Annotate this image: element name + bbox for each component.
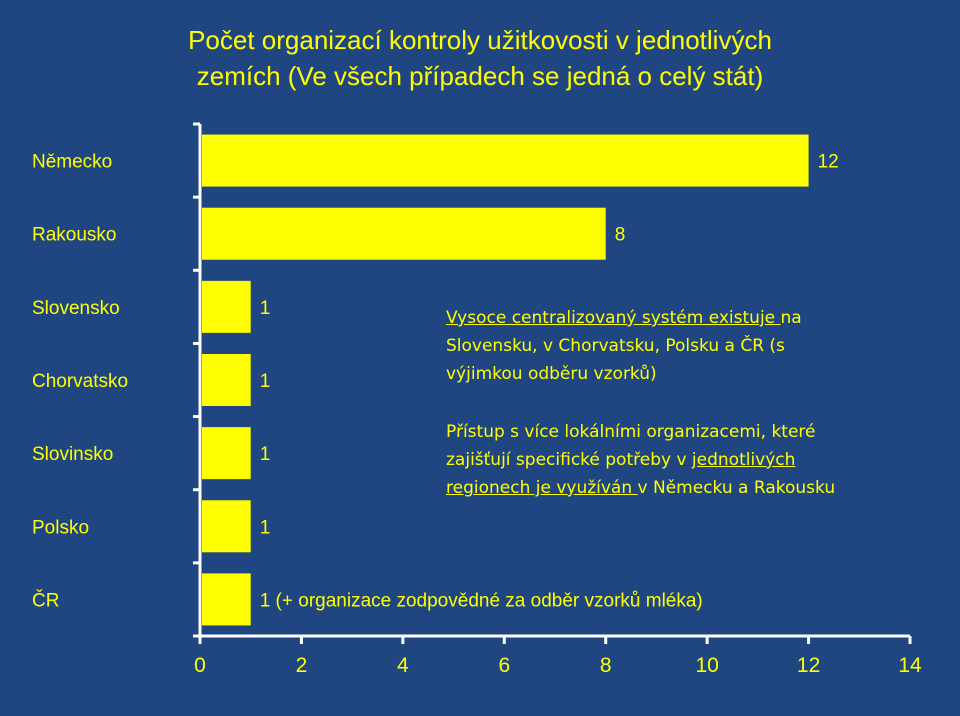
- category-label: Rakousko: [32, 225, 117, 246]
- x-tick-label: 2: [296, 654, 308, 677]
- x-tick-label: 10: [695, 654, 718, 677]
- data-label: 1: [260, 298, 271, 319]
- bar: [202, 427, 251, 480]
- chart-title-line-1: Počet organizací kontroly užitkovosti v …: [188, 25, 772, 55]
- bar: [202, 134, 809, 187]
- bar: [202, 354, 251, 406]
- x-tick-label: 4: [397, 654, 409, 677]
- data-label: 1: [260, 444, 271, 465]
- annotation-centralized: Vysoce centralizovaný systém existuje na…: [446, 304, 866, 388]
- data-label: 1: [260, 517, 271, 538]
- chart-title: Počet organizací kontroly užitkovosti v …: [120, 22, 840, 94]
- annotation-local-rest: v Německu a Rakousku: [637, 478, 836, 498]
- category-label: Slovinsko: [32, 444, 113, 465]
- x-tick-label: 6: [498, 654, 510, 677]
- annotation-local: Přístup s více lokálními organizacemi, k…: [446, 418, 866, 502]
- bar: [202, 280, 251, 333]
- annotation-centralized-rest: na Slovensku, v Chorvatsku, Polsku a ČR …: [446, 308, 802, 384]
- data-label: 12: [818, 152, 839, 173]
- annotation-local-plain: Přístup s více lokálními organizacemi, k…: [446, 422, 816, 470]
- category-label: Polsko: [32, 517, 89, 538]
- bar: [202, 573, 251, 626]
- data-label: 8: [615, 225, 626, 246]
- category-label: Chorvatsko: [32, 371, 128, 392]
- category-label: Slovensko: [32, 298, 120, 319]
- x-tick-label: 14: [898, 654, 922, 677]
- data-label: 1 (+ organizace zodpovědné za odběr vzor…: [260, 590, 703, 611]
- x-tick-label: 8: [600, 654, 612, 677]
- category-label: Německo: [32, 152, 112, 173]
- chart-title-line-2: zemích (Ve všech případech se jedná o ce…: [196, 61, 764, 91]
- bar: [202, 500, 251, 553]
- x-tick-label: 0: [194, 654, 206, 677]
- data-label: 1: [260, 371, 271, 392]
- annotation-centralized-underlined: Vysoce centralizovaný systém existuje: [446, 308, 781, 328]
- category-label: ČR: [32, 589, 59, 611]
- x-tick-label: 12: [797, 654, 820, 677]
- bar: [202, 207, 606, 260]
- annotation-local-underlined: jednotlivých regionech je využíván: [446, 450, 796, 498]
